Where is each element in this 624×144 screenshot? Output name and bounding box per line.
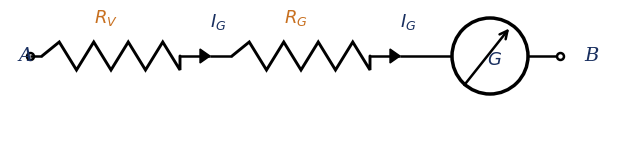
Text: A: A (18, 47, 32, 65)
Text: $I_G$: $I_G$ (400, 12, 416, 32)
Polygon shape (200, 49, 210, 63)
Text: $R_G$: $R_G$ (284, 8, 308, 28)
Text: B: B (584, 47, 598, 65)
Text: $R_V$: $R_V$ (94, 8, 118, 28)
Polygon shape (390, 49, 400, 63)
Text: $G$: $G$ (487, 51, 502, 69)
Text: $I_G$: $I_G$ (210, 12, 227, 32)
